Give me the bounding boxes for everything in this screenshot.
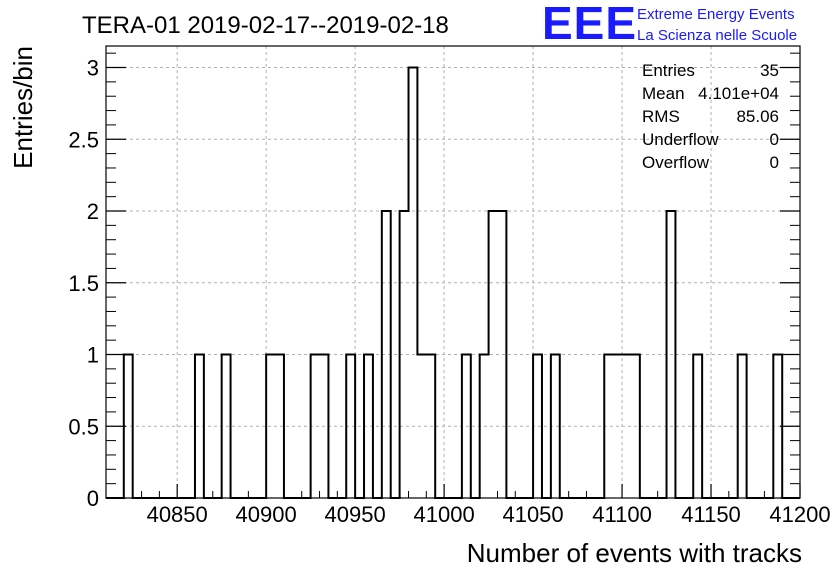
chart-title: TERA-01 2019-02-17--2019-02-18 [82, 12, 449, 39]
stats-box: Entries 35 Mean 4.101e+04 RMS 85.06 Underflow 0… [642, 61, 779, 172]
stats-label: Overflow [642, 153, 710, 172]
stats-label: Underflow [642, 130, 719, 149]
x-tick-label: 41000 [414, 502, 475, 527]
y-tick-label: 2.5 [68, 127, 99, 152]
stats-label: RMS [642, 107, 680, 126]
x-tick-label: 41150 [681, 502, 741, 527]
x-tick-label: 40850 [147, 502, 208, 527]
stats-value: 85.06 [736, 107, 779, 126]
stats-value: 35 [760, 61, 779, 80]
plot-frame [105, 45, 801, 499]
y-tick-label: 1 [87, 343, 99, 368]
stats-label: Entries [642, 61, 695, 80]
y-tick-label: 0.5 [68, 414, 99, 439]
logo-mark: EEE [542, 0, 637, 49]
x-tick-label: 41050 [502, 502, 563, 527]
y-axis-ticks: 0 0.5 1 1.5 2 2.5 3 [68, 52, 800, 511]
y-axis-label: Entries/bin [8, 46, 38, 169]
x-tick-label: 40900 [236, 502, 297, 527]
logo-line-2: La Scienza nelle Scuole [637, 27, 797, 44]
x-tick-label: 40950 [325, 502, 386, 527]
x-tick-label: 41100 [592, 502, 652, 527]
logo-line-1: Extreme Energy Events [637, 6, 795, 23]
y-tick-label: 3 [87, 56, 99, 81]
x-axis-ticks: 40850 40900 40950 41000 41050 41100 41150 41200 [105, 484, 831, 527]
stats-value: 0 [770, 130, 779, 149]
x-tick-label: 41200 [769, 502, 830, 527]
logo: EEE Extreme Energy Events La Scienza nel… [542, 0, 797, 49]
stats-value: 0 [770, 153, 779, 172]
stats-label: Mean [642, 84, 685, 103]
stats-value: 4.101e+04 [698, 84, 779, 103]
y-tick-label: 1.5 [68, 271, 99, 296]
y-tick-label: 2 [87, 199, 99, 224]
grid-lines [106, 46, 801, 498]
x-axis-label: Number of events with tracks [467, 538, 802, 568]
y-tick-label: 0 [87, 486, 99, 511]
